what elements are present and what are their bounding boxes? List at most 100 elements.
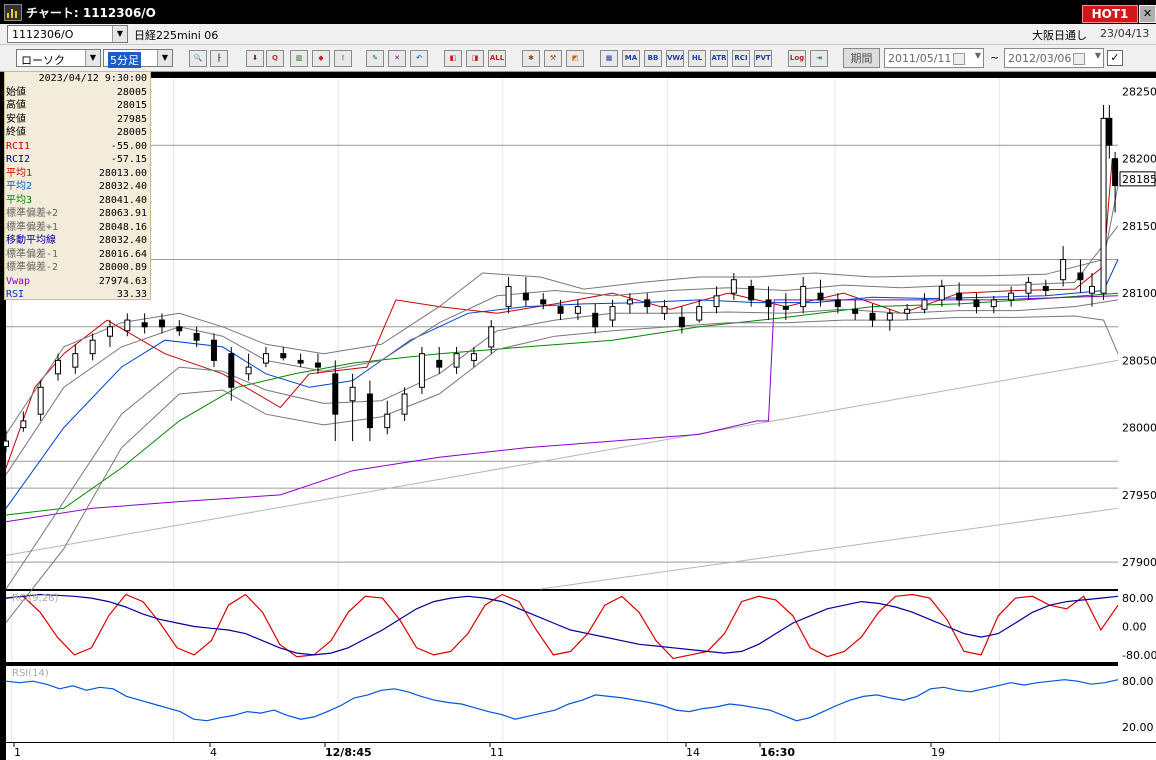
candle-body <box>869 312 876 321</box>
candle-body <box>332 373 339 415</box>
info-row: 移動平均線 28032.40 <box>6 234 147 248</box>
candle-body <box>886 312 893 321</box>
chevron-down-icon[interactable]: ▼ <box>1094 51 1101 60</box>
info-value: 27974.63 <box>98 275 147 287</box>
candle-body <box>1089 285 1096 294</box>
calendar-icon[interactable] <box>1073 53 1085 65</box>
info-row: 高値 28015 <box>6 99 147 113</box>
cursor-tool-icon[interactable]: ✕ <box>388 50 406 67</box>
overlay-line <box>5 158 1119 469</box>
symbol-bar: 1112306/O ▼ 日経225mini 06 大阪日通し 23/04/13 <box>0 24 1156 45</box>
price-tick-label: 28250 <box>1122 85 1156 98</box>
price-tick-label: 28200 <box>1122 153 1156 166</box>
info-label: 移動平均線 <box>6 235 56 246</box>
date-to-field[interactable]: 2012/03/06 ▼ <box>1004 48 1104 68</box>
date-range-checkbox[interactable]: ✓ <box>1107 50 1123 66</box>
interval-select[interactable]: 5分足 ▼ <box>103 49 173 68</box>
symbol-combo[interactable]: 1112306/O ▼ <box>7 25 128 43</box>
candle-body <box>3 440 9 447</box>
rci-tick-label: 0.00 <box>1122 621 1147 634</box>
info-label: 平均3 <box>6 194 33 206</box>
info-label: RCI2 <box>6 154 31 165</box>
date-from-field[interactable]: 2011/05/11 ▼ <box>884 48 984 68</box>
candle-body <box>800 285 807 308</box>
rci-button[interactable]: RCI <box>732 50 750 67</box>
ma-button[interactable]: MA <box>622 50 640 67</box>
price-tick-label: 27950 <box>1122 489 1156 502</box>
candle-body <box>921 299 928 310</box>
x-tick-label: 12/8:45 <box>325 746 372 759</box>
info-label: 平均2 <box>6 181 33 192</box>
instrument-name: 日経225mini 06 <box>134 29 219 42</box>
info-value: -55.00 <box>110 140 147 152</box>
info-row: 安値 27985 <box>6 113 147 127</box>
rci-title: RCI(9,26) <box>12 593 59 604</box>
candle-body <box>748 285 755 301</box>
ruler-icon[interactable]: ┠ <box>210 50 228 67</box>
gear-icon[interactable]: ✱ <box>522 50 540 67</box>
exit-icon[interactable]: ⇥ <box>810 50 828 67</box>
candle-body <box>765 299 772 308</box>
log-button[interactable]: Log <box>788 50 806 67</box>
candle-body <box>297 359 304 364</box>
atr-button[interactable]: ATR <box>710 50 728 67</box>
bb-button[interactable]: BB <box>644 50 662 67</box>
candle-body <box>158 319 165 328</box>
grid-tool-icon[interactable]: ▦ <box>600 50 618 67</box>
period-button[interactable]: 期間 <box>843 48 880 68</box>
price-chart[interactable]: 28250 28200 28150 28100 28050 28000 27950 27900… <box>0 72 1156 760</box>
chevron-down-icon[interactable]: ▼ <box>157 50 172 66</box>
candle-body <box>1100 117 1107 294</box>
down-arrow-tool-icon[interactable]: ⬇ <box>246 50 264 67</box>
candle-body <box>1042 285 1049 291</box>
calendar-icon[interactable] <box>953 53 965 65</box>
hl-button[interactable]: HL <box>688 50 706 67</box>
candle-left-icon[interactable]: ◧ <box>444 50 462 67</box>
price-tick-label: 28050 <box>1122 354 1156 367</box>
wrench-icon[interactable]: ⚒ <box>544 50 562 67</box>
info-row: Vwap 27974.63 <box>6 275 147 289</box>
vwap-button[interactable]: VWAP <box>666 50 684 67</box>
candle-body <box>210 339 217 361</box>
overlay-line <box>5 185 1119 435</box>
info-value: 33.33 <box>116 289 147 300</box>
candle-body <box>245 366 252 375</box>
date-range-separator: ~ <box>990 51 1000 64</box>
candle-body <box>89 339 96 355</box>
close-button[interactable]: ✕ <box>1139 5 1156 23</box>
x-axis-panel <box>6 743 1156 760</box>
candle-body <box>713 295 720 308</box>
chart-type-select[interactable]: ローソク ▼ <box>16 49 101 67</box>
candle-body <box>904 308 911 314</box>
info-row: 終値 28005 <box>6 126 147 140</box>
chevron-down-icon[interactable]: ▼ <box>974 51 981 60</box>
magnify-tool-icon[interactable]: Q <box>266 50 284 67</box>
rci-tick-label: 80.00 <box>1122 592 1154 605</box>
pencil-icon[interactable]: ✎ <box>366 50 384 67</box>
info-label: 標準偏差-1 <box>6 248 59 260</box>
candle-right-icon[interactable]: ◨ <box>466 50 484 67</box>
x-tick-label: 14 <box>686 746 700 759</box>
candle-body <box>20 420 27 429</box>
warning-tool-icon[interactable]: ! <box>334 50 352 67</box>
info-label: Vwap <box>6 275 31 287</box>
candle-body <box>557 306 564 314</box>
info-label: 標準偏差-2 <box>6 262 59 273</box>
hot-badge[interactable]: HOT1 <box>1082 5 1138 23</box>
zoom-icon[interactable]: 🔍 <box>189 50 207 67</box>
candle-body <box>106 326 113 337</box>
x-tick-label: 11 <box>490 746 504 759</box>
palette-icon[interactable]: ◩ <box>566 50 584 67</box>
all-button[interactable]: ALL <box>488 50 506 67</box>
undo-icon[interactable]: ↶ <box>410 50 428 67</box>
candle-body <box>505 285 512 308</box>
bar-tool-icon[interactable]: ▥ <box>290 50 308 67</box>
chevron-down-icon[interactable]: ▼ <box>112 26 127 42</box>
info-value: -57.15 <box>110 154 147 165</box>
chevron-down-icon[interactable]: ▼ <box>85 50 100 66</box>
split-tool-icon[interactable]: ◆ <box>312 50 330 67</box>
window-title: チャート: 1112306/O <box>26 6 156 20</box>
pvt-button[interactable]: PVT <box>754 50 772 67</box>
chart-app-icon <box>4 4 22 21</box>
info-value: 28063.91 <box>98 208 147 219</box>
